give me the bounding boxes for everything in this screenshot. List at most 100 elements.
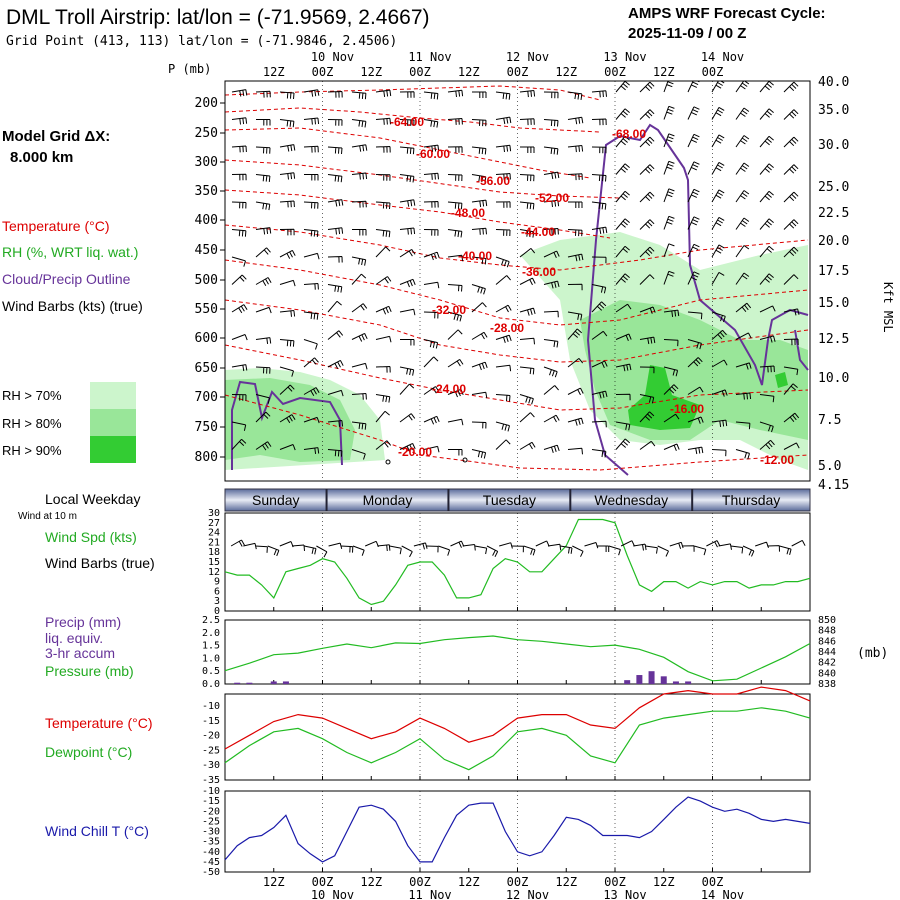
cross-section-wind-barbs <box>231 81 800 460</box>
surface-wind-barb <box>608 545 621 556</box>
wind-barb <box>327 119 343 126</box>
wind-barb <box>495 256 510 268</box>
wind-barb <box>327 146 343 155</box>
wind-barb <box>520 146 535 153</box>
wind-barb <box>399 227 416 235</box>
y-tick-label: -45 <box>202 857 220 868</box>
wind-barb <box>423 91 439 100</box>
isotherm <box>225 159 621 199</box>
wind-barb <box>567 229 583 237</box>
wind-barb <box>351 144 368 152</box>
wind-barb <box>303 447 320 454</box>
wind-barb <box>783 383 798 395</box>
isotherm-label: -68.00 <box>612 127 646 141</box>
wind-barb <box>448 449 463 456</box>
wind-barb <box>759 190 774 203</box>
wind-barb <box>735 190 750 203</box>
kft-label: 15.0 <box>818 296 849 311</box>
wind-barb <box>591 226 608 235</box>
y-tick-label: 838 <box>818 679 836 690</box>
wind-barb <box>591 90 607 98</box>
wind-barb <box>615 81 630 93</box>
wind-barb <box>663 270 675 285</box>
cloud-outline <box>231 380 343 470</box>
top-date-label: 12 Nov <box>506 50 549 64</box>
wind-barb <box>351 303 368 313</box>
wind-barb <box>471 199 488 207</box>
isotherm-label: -16.00 <box>670 402 704 416</box>
wind-barb <box>663 160 675 175</box>
wind-barb <box>351 200 367 208</box>
wind-barb <box>639 306 656 314</box>
pressure-title: Pressure (mb) <box>45 663 134 679</box>
cycle-value: 2025-11-09 / 00 Z <box>628 25 746 42</box>
legend-rh90: RH > 90% <box>2 443 62 458</box>
pressure-level-label: 550 <box>195 302 218 317</box>
wind-barb <box>615 108 630 120</box>
wind-barb <box>591 390 608 399</box>
bottom-hour-label: 12Z <box>360 875 382 889</box>
top-hour-label: 00Z <box>312 65 334 79</box>
wind-barb <box>303 201 319 209</box>
legend-temperature: Temperature (°C) <box>2 218 110 234</box>
wind-barb <box>399 413 416 423</box>
top-hour-label: 00Z <box>702 65 724 79</box>
isotherm-label: -52.00 <box>535 191 569 205</box>
precip-liq-title: liq. equiv. <box>45 630 103 646</box>
rh80-swatch <box>90 409 136 436</box>
wind-barb <box>567 447 583 455</box>
wind-barb <box>711 271 725 285</box>
surface-wind-barb <box>681 545 695 552</box>
surface-wind-barb <box>365 540 379 547</box>
wind-barb <box>327 359 344 369</box>
wind-barb <box>639 164 655 175</box>
surface-wind-barb <box>450 540 465 548</box>
wind-barb <box>759 365 775 373</box>
surface-wind-barb <box>560 545 573 554</box>
wind-barb <box>663 339 679 347</box>
wind-barb <box>591 301 607 313</box>
wind-barb <box>495 91 511 100</box>
wind-barb <box>471 227 487 235</box>
isotherm-label: -36.00 <box>522 265 556 279</box>
wind-barb <box>495 421 510 432</box>
wind-barb <box>639 246 655 258</box>
precip-bar <box>685 681 692 684</box>
grid-point-label: Grid Point (413, 113) lat/lon = (-71.984… <box>6 34 397 49</box>
y-tick-label: -30 <box>202 827 220 838</box>
wind-barb <box>423 201 439 208</box>
wind-barb <box>783 412 800 423</box>
surface-wind-barb <box>535 540 550 547</box>
wind-barb <box>759 135 774 148</box>
surface-wind-barb <box>291 544 305 551</box>
top-hour-label: 12Z <box>263 65 285 79</box>
precip-bar <box>624 680 631 684</box>
isotherm-label: -24.00 <box>432 382 466 396</box>
p-axis-title: P (mb) <box>168 62 211 76</box>
wind-barb <box>303 252 320 260</box>
weekday-bar-bg <box>224 488 811 512</box>
wind-barb <box>735 392 752 400</box>
isotherm-labels: -64.00 -60.00 -56.00 -52.00 -48.00 -44.00 -40.… <box>390 115 794 467</box>
wind-barb <box>303 145 319 153</box>
wind-barb <box>543 146 559 155</box>
wind-barb <box>303 117 320 125</box>
wind-barb <box>591 449 607 458</box>
surface-wind-barb <box>486 545 499 558</box>
wind-barb <box>759 305 776 313</box>
wind-barb <box>639 411 655 423</box>
wind-barb <box>495 201 511 208</box>
wind-barb <box>519 412 535 423</box>
y-tick-label: 24 <box>208 528 220 539</box>
wind-barb <box>663 384 679 395</box>
y-tick-label: 2.0 <box>202 628 220 639</box>
precip-bar <box>672 681 679 684</box>
wind-barb <box>447 388 464 398</box>
wind-barb <box>519 248 536 258</box>
wind-barb <box>447 329 463 340</box>
pressure-level-label: 300 <box>195 155 218 170</box>
wind-barb <box>567 328 583 340</box>
surface-wind-barb <box>730 545 744 554</box>
pressure-level-label: 500 <box>195 273 218 288</box>
legend-rh80: RH > 80% <box>2 416 62 431</box>
